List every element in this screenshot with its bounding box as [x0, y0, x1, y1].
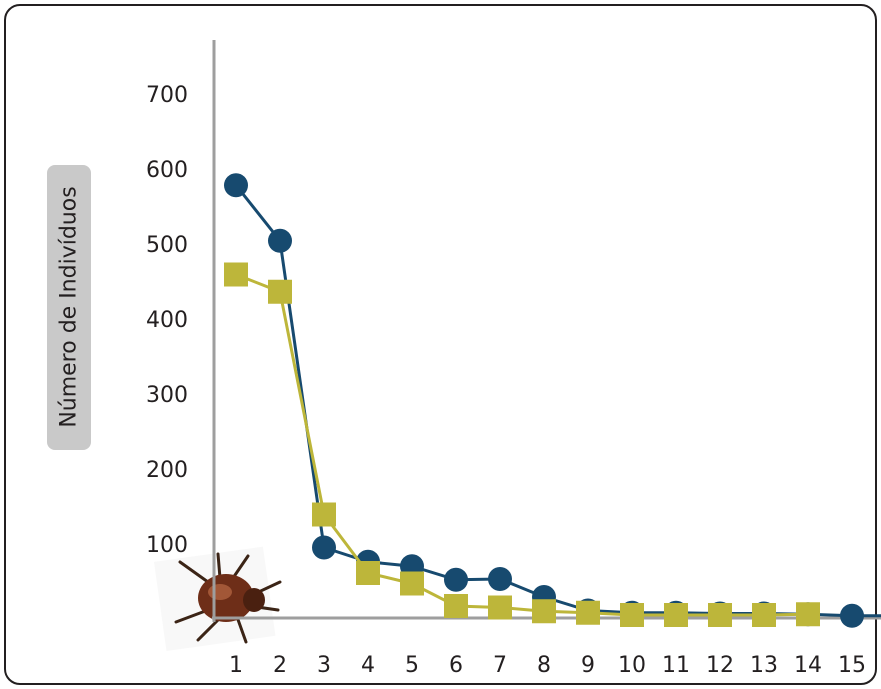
series-2-point — [532, 599, 556, 624]
series-2-point — [488, 595, 512, 620]
chart-frame — [4, 4, 877, 685]
y-tick-label: 600 — [146, 158, 188, 183]
beetle-leg — [174, 608, 210, 624]
x-tick-label: 12 — [706, 653, 734, 678]
y-tick-label: 400 — [146, 308, 188, 333]
beetle-icon — [153, 546, 282, 652]
x-tick-label: 15 — [838, 653, 866, 678]
x-tick-label: 6 — [449, 653, 463, 678]
x-tick-label: 8 — [537, 653, 551, 678]
beetle-leg — [178, 560, 210, 584]
series-1-point — [224, 173, 248, 198]
series-2-point — [752, 603, 776, 627]
x-tick-label: 11 — [662, 653, 690, 678]
x-tick-label: 10 — [618, 653, 646, 678]
series-1-point — [488, 567, 512, 591]
series-2-point — [444, 594, 468, 618]
y-tick-label: 700 — [146, 83, 188, 108]
x-tick-label: 1 — [229, 653, 243, 678]
x-tick-label: 14 — [794, 653, 822, 678]
series-2-point — [356, 561, 380, 585]
x-tick-label: 9 — [581, 653, 595, 678]
series-2-point — [664, 603, 688, 627]
beetle-head — [243, 588, 265, 612]
y-tick-label: 100 — [146, 533, 188, 558]
y-tick-label: 500 — [146, 233, 188, 258]
series-2-line — [235, 273, 809, 617]
series-2-point — [400, 571, 424, 596]
y-axis-label: Número de Indivíduos — [56, 186, 82, 428]
series-2-point — [620, 603, 644, 627]
beetle-shine — [208, 584, 232, 600]
y-tick-label: 200 — [146, 458, 188, 483]
x-tick-label: 7 — [493, 653, 507, 678]
x-tick-label: 3 — [317, 653, 331, 678]
y-tick-label: 300 — [146, 383, 188, 408]
y-axis-label-background — [47, 165, 91, 450]
beetle-leg — [216, 552, 222, 580]
x-tick-label: 4 — [361, 653, 375, 678]
series-2-point — [796, 602, 820, 627]
beetle-leg — [231, 554, 250, 580]
series-1-point — [312, 535, 336, 560]
series-2-point — [708, 603, 732, 627]
series-1-point — [840, 603, 864, 628]
x-tick-label: 2 — [273, 653, 287, 678]
series-2-point — [576, 600, 600, 625]
series-2-point — [268, 279, 292, 304]
series-2-point — [312, 502, 336, 527]
series-1-point — [444, 567, 468, 592]
x-tick-label: 5 — [405, 653, 419, 678]
series-1-point — [268, 228, 292, 253]
series-2-point — [224, 262, 248, 287]
x-tick-label: 13 — [750, 653, 778, 678]
